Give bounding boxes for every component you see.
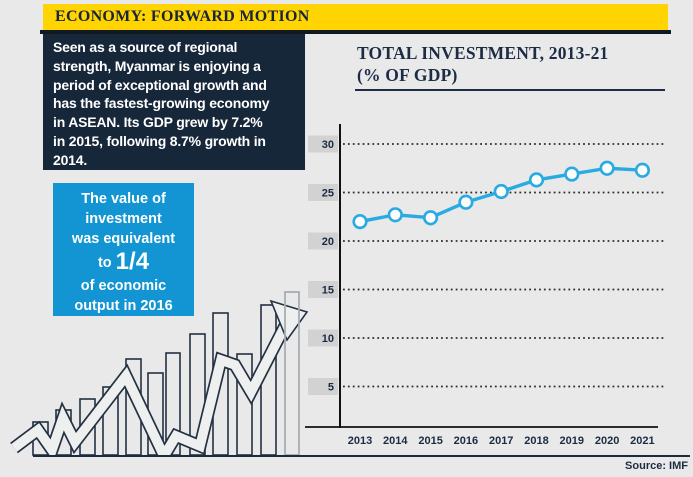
data-point-2021 — [634, 162, 651, 178]
data-point-2016 — [458, 194, 474, 210]
year-label-2021: 2021 — [630, 435, 654, 447]
data-point-2015 — [423, 210, 439, 226]
chart-subtitle: (% OF GDP) — [357, 65, 458, 85]
year-label-2014: 2014 — [383, 435, 408, 447]
header-underline — [40, 30, 671, 34]
bottom-rule — [33, 455, 690, 457]
chart-title-underline — [355, 89, 665, 91]
year-label-2019: 2019 — [560, 435, 584, 447]
data-point-2014 — [387, 207, 403, 223]
ytick-label-15: 15 — [322, 285, 334, 297]
year-label-2013: 2013 — [348, 435, 372, 447]
ytick-box-5 — [308, 378, 338, 395]
source-label: Source: IMF — [625, 460, 688, 472]
ytick-label-30: 30 — [322, 139, 334, 151]
highlight-text-top: The value of investment was equivalent — [71, 191, 176, 247]
highlight-to-line: to 1/4 — [53, 249, 194, 276]
data-point-2019 — [564, 166, 580, 182]
data-point-2017 — [493, 183, 509, 200]
ytick-box-10 — [308, 329, 338, 347]
year-label-2020: 2020 — [595, 435, 619, 447]
data-point-2020 — [599, 160, 615, 176]
year-label-2018: 2018 — [524, 435, 548, 447]
section-header-banner: ECONOMY: FORWARD MOTION — [43, 4, 668, 30]
section-title: ECONOMY: FORWARD MOTION — [55, 8, 310, 25]
intro-paragraph: Seen as a source of regional strength, M… — [53, 39, 270, 168]
ytick-label-20: 20 — [322, 236, 334, 248]
ytick-box-20 — [308, 232, 338, 250]
chart-title-block: TOTAL INVESTMENT, 2013-21 (% OF GDP) — [357, 42, 669, 86]
ytick-box-25 — [308, 184, 338, 201]
highlight-text-bottom: of economic output in 2016 — [74, 278, 173, 314]
data-point-2018 — [528, 172, 545, 188]
highlight-fraction: 1/4 — [115, 248, 150, 275]
ytick-label-10: 10 — [322, 333, 334, 345]
ytick-box-30 — [308, 135, 338, 153]
year-label-2015: 2015 — [418, 435, 442, 447]
intro-text-box: Seen as a source of regional strength, M… — [43, 34, 305, 170]
ytick-box-15 — [308, 281, 338, 298]
highlight-to-label: to — [97, 255, 116, 271]
year-label-2017: 2017 — [489, 435, 513, 447]
highlight-callout-box: The value of investment was equivalent t… — [53, 183, 194, 316]
chart-title: TOTAL INVESTMENT, 2013-21 — [357, 43, 609, 63]
year-label-2016: 2016 — [454, 435, 478, 447]
ytick-label-25: 25 — [322, 188, 334, 200]
data-point-2013 — [352, 214, 368, 230]
ytick-label-5: 5 — [328, 382, 334, 394]
